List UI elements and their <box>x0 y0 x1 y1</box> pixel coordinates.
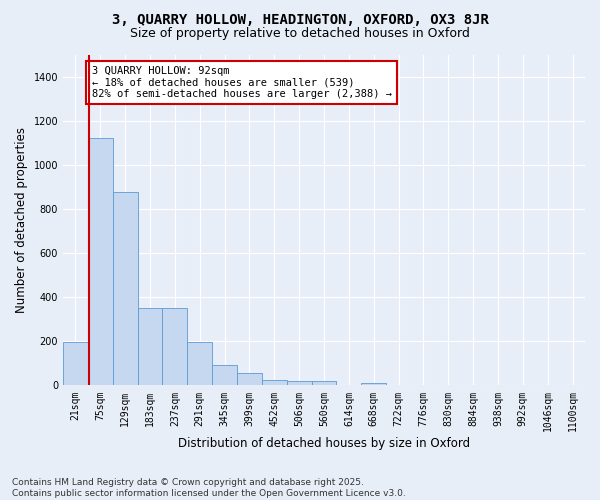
Bar <box>137 308 163 386</box>
Bar <box>187 342 212 386</box>
Bar <box>361 382 386 386</box>
Y-axis label: Number of detached properties: Number of detached properties <box>15 127 28 313</box>
Bar <box>212 364 237 386</box>
Bar <box>311 382 337 386</box>
Text: Size of property relative to detached houses in Oxford: Size of property relative to detached ho… <box>130 28 470 40</box>
Bar <box>163 308 187 386</box>
Bar <box>237 372 262 386</box>
Bar <box>63 342 88 386</box>
Text: Contains HM Land Registry data © Crown copyright and database right 2025.
Contai: Contains HM Land Registry data © Crown c… <box>12 478 406 498</box>
Bar <box>287 380 311 386</box>
X-axis label: Distribution of detached houses by size in Oxford: Distribution of detached houses by size … <box>178 437 470 450</box>
Text: 3, QUARRY HOLLOW, HEADINGTON, OXFORD, OX3 8JR: 3, QUARRY HOLLOW, HEADINGTON, OXFORD, OX… <box>112 12 488 26</box>
Bar <box>262 380 287 386</box>
Bar <box>113 192 137 386</box>
Text: 3 QUARRY HOLLOW: 92sqm
← 18% of detached houses are smaller (539)
82% of semi-de: 3 QUARRY HOLLOW: 92sqm ← 18% of detached… <box>92 66 392 99</box>
Bar <box>88 138 113 386</box>
